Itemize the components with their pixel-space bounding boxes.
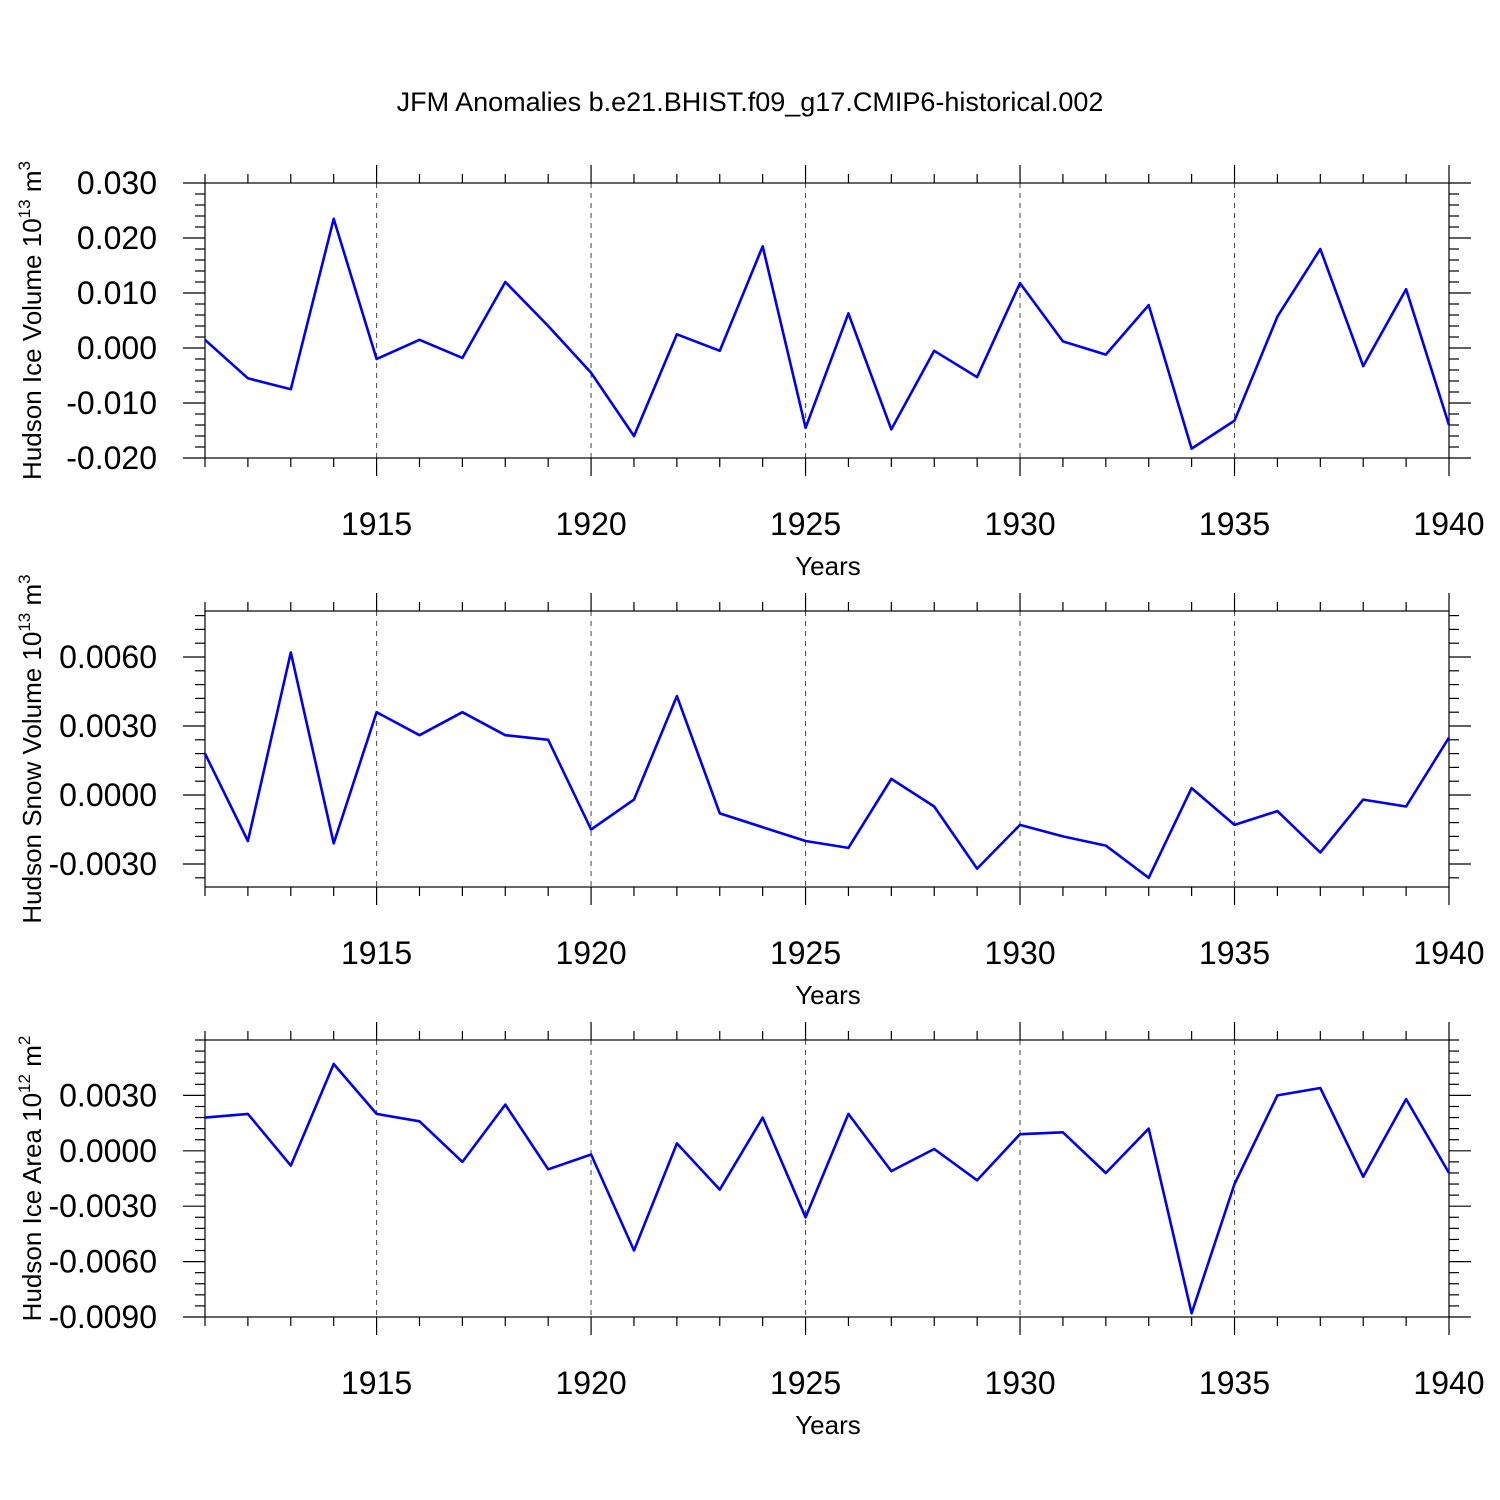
y-axis-title: Hudson Snow Volume 1013 m3 xyxy=(15,574,47,923)
y-axis-title: Hudson Ice Volume 1013 m3 xyxy=(15,161,47,480)
y-tick-label--0.0030: -0.0030 xyxy=(48,846,157,882)
y-tick-label--0.0030: -0.0030 xyxy=(48,1188,157,1224)
series-line-ice-area xyxy=(204,1062,1451,1315)
y-tick-label-0.0000: 0.0000 xyxy=(59,777,157,813)
x-axis-title: Years xyxy=(795,980,861,1010)
x-tick-label-1920: 1920 xyxy=(555,506,626,542)
y-tick-label-0.0000: 0.0000 xyxy=(59,1133,157,1169)
x-tick-label-1920: 1920 xyxy=(555,1365,626,1401)
y-axis-title-exponent: 13 xyxy=(15,613,34,632)
x-tick-label-1940: 1940 xyxy=(1413,1365,1484,1401)
plot-frame xyxy=(204,610,1450,888)
y-tick-label-0.0060: 0.0060 xyxy=(59,639,157,675)
y-axis-title-main: Hudson Ice Area 10 xyxy=(17,1093,47,1321)
x-tick-label-1920: 1920 xyxy=(555,935,626,971)
y-tick-label-0.000: 0.000 xyxy=(77,330,157,366)
x-tick-label-1925: 1925 xyxy=(770,506,841,542)
x-tick-label-1915: 1915 xyxy=(341,1365,412,1401)
y-axis-title-unit: m xyxy=(17,171,47,200)
plot-frame xyxy=(204,1039,1450,1318)
y-axis-title: Hudson Ice Area 1012 m2 xyxy=(15,1036,47,1322)
x-tick-label-1935: 1935 xyxy=(1199,506,1270,542)
panel-ice-volume: 1915 1920 1925 1930 1935 1940 Years -0.020 -0.01… xyxy=(15,161,1485,581)
panel-ice-area: 1915 1920 1925 1930 1935 1940 Years -0.0090 -0.0… xyxy=(15,1022,1485,1440)
x-tick-label-1915: 1915 xyxy=(341,935,412,971)
x-axis-title: Years xyxy=(795,1410,861,1440)
x-tick-label-1915: 1915 xyxy=(341,506,412,542)
y-axis-title-main: Hudson Ice Volume 10 xyxy=(17,218,47,480)
y-tick-label--0.0060: -0.0060 xyxy=(48,1244,157,1280)
y-tick-label-0.020: 0.020 xyxy=(77,220,157,256)
x-tick-label-1930: 1930 xyxy=(984,506,1055,542)
x-tick-label-1930: 1930 xyxy=(984,935,1055,971)
y-tick-label--0.020: -0.020 xyxy=(66,440,157,476)
y-axis-title-unit: m xyxy=(17,1045,47,1074)
y-axis-title-unit-exponent: 3 xyxy=(15,161,34,170)
series-line-snow-volume xyxy=(203,651,1451,880)
x-tick-label-1940: 1940 xyxy=(1413,506,1484,542)
x-tick-label-1930: 1930 xyxy=(984,1365,1055,1401)
y-axis-title-main: Hudson Snow Volume 10 xyxy=(17,632,47,924)
y-tick-label-0.0030: 0.0030 xyxy=(59,1077,157,1113)
y-axis-title-unit-exponent: 3 xyxy=(15,574,34,583)
y-tick-label-0.030: 0.030 xyxy=(77,165,157,201)
panel-snow-volume: 1915 1920 1925 1930 1935 1940 Years -0.0030 0.00… xyxy=(15,574,1485,1010)
x-tick-label-1925: 1925 xyxy=(770,935,841,971)
y-tick-label-0.0030: 0.0030 xyxy=(59,708,157,744)
y-tick-label--0.010: -0.010 xyxy=(66,385,157,421)
y-axis-title-unit: m xyxy=(17,584,47,613)
y-tick-label-0.010: 0.010 xyxy=(77,275,157,311)
y-axis-title-exponent: 12 xyxy=(15,1074,34,1093)
x-axis-title: Years xyxy=(795,551,861,581)
y-tick-label--0.0090: -0.0090 xyxy=(48,1299,157,1335)
series-line-ice-volume xyxy=(204,217,1451,450)
chart-title: JFM Anomalies b.e21.BHIST.f09_g17.CMIP6-… xyxy=(397,87,1104,117)
plot-frame xyxy=(204,182,1450,459)
x-tick-label-1940: 1940 xyxy=(1413,935,1484,971)
x-tick-label-1925: 1925 xyxy=(770,1365,841,1401)
y-axis-title-exponent: 13 xyxy=(15,199,34,218)
y-axis-title-unit-exponent: 2 xyxy=(15,1036,34,1045)
panels-group: 1915 1920 1925 1930 1935 1940 Years -0.020 -0.01… xyxy=(15,161,1485,1440)
x-tick-label-1935: 1935 xyxy=(1199,1365,1270,1401)
x-tick-label-1935: 1935 xyxy=(1199,935,1270,971)
